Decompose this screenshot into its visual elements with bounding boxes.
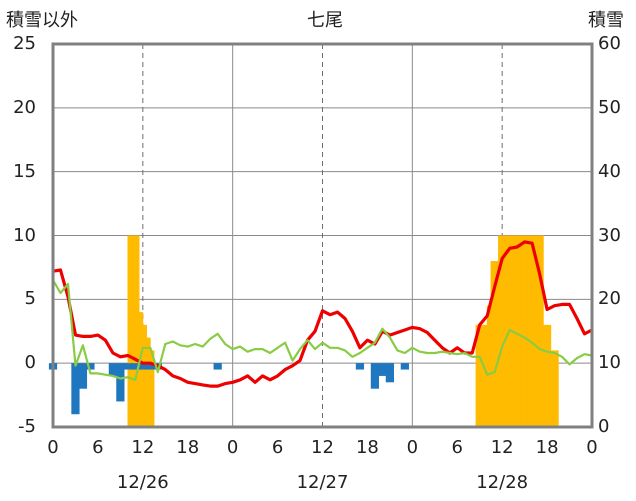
x-tick-12: 0: [586, 437, 598, 458]
x-tick-8: 0: [406, 437, 419, 458]
bar-s3-6: [123, 363, 132, 370]
x-tick-4: 0: [226, 437, 239, 458]
y-left-tick-0: -5: [18, 416, 36, 437]
bar-s2-9: [490, 261, 499, 427]
x-tick-9: 6: [451, 437, 463, 458]
chart-title: 七尾: [307, 10, 343, 31]
y-right-tick-1: 10: [598, 352, 621, 374]
y-right-tick-5: 50: [598, 96, 621, 118]
y-left-tick-4: 15: [13, 160, 36, 182]
bar-s2-16: [535, 235, 544, 427]
y-right-tick-3: 30: [598, 224, 621, 246]
y-left-tick-3: 10: [13, 224, 36, 246]
y-left-tick-1: 0: [24, 352, 36, 374]
date-label-0: 12/26: [116, 472, 169, 493]
bar-s3-14: [378, 363, 387, 376]
bar-s3-15: [385, 363, 394, 383]
x-tick-11: 18: [535, 437, 559, 458]
plot-border: [51, 42, 594, 429]
bar-s3-9: [146, 363, 155, 370]
series-line-red: [52, 240, 593, 388]
bar-s3-1: [71, 363, 80, 415]
x-tick-7: 18: [355, 437, 379, 458]
bar-s3-8: [138, 363, 147, 370]
bar-s3-5: [116, 363, 125, 402]
y-right-tick-6: 60: [598, 33, 621, 54]
x-tick-5: 6: [271, 437, 284, 458]
y-left-tick-5: 20: [13, 96, 36, 118]
bar-s2-6: [475, 324, 484, 427]
precip-change-bars: [48, 363, 409, 415]
bar-s3-12: [355, 363, 365, 370]
date-label-2: 12/28: [476, 472, 529, 493]
series-lines: [52, 240, 593, 388]
bar-s3-4: [108, 363, 118, 376]
y-right-tick-4: 40: [598, 160, 621, 182]
x-tick-6: 12: [311, 437, 334, 458]
bar-s2-10: [498, 235, 507, 427]
bar-s3-2: [78, 363, 88, 389]
bar-s3-16: [400, 363, 409, 370]
bar-s3-13: [370, 363, 380, 389]
x-tick-1: 6: [92, 437, 104, 458]
bar-s3-11: [213, 363, 222, 370]
y-right-tick-0: 0: [598, 416, 610, 437]
bar-s2-13: [520, 235, 529, 427]
bar-s2-5: [146, 350, 155, 427]
series-line-green: [52, 279, 593, 381]
y-left-axis-title: 積雪以外: [6, 10, 78, 31]
x-tick-3: 18: [176, 437, 200, 458]
bar-s3-3: [86, 363, 95, 370]
y-left-tick-6: 25: [13, 33, 36, 54]
date-label-1: 12/27: [296, 472, 349, 493]
x-tick-0: 0: [47, 437, 59, 458]
snow-depth-bars: [127, 235, 559, 427]
x-tick-10: 12: [490, 437, 514, 458]
y-right-axis-title: 積雪: [588, 10, 624, 31]
y-right-tick-2: 20: [598, 288, 621, 310]
x-tick-2: 12: [131, 437, 155, 458]
bar-s2-17: [542, 324, 552, 427]
bar-s3-7: [131, 363, 140, 370]
y-left-tick-2: 5: [24, 288, 36, 310]
bar-s2-12: [513, 235, 522, 427]
bar-s2-18: [550, 350, 559, 427]
plot-frame: [51, 42, 594, 429]
